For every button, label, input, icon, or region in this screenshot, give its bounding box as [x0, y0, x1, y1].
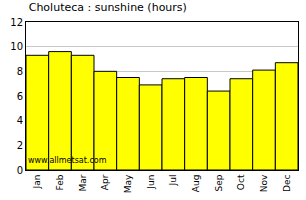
svg-text:Mar: Mar	[78, 174, 88, 191]
svg-text:www.allmetsat.com: www.allmetsat.com	[28, 156, 107, 165]
svg-text:Nov: Nov	[259, 174, 269, 192]
svg-text:Jul: Jul	[168, 175, 178, 187]
svg-text:10: 10	[10, 41, 23, 52]
svg-text:Dec: Dec	[282, 175, 292, 192]
svg-text:Choluteca : sunshine (hours): Choluteca : sunshine (hours)	[29, 1, 187, 14]
svg-text:12: 12	[10, 17, 23, 28]
svg-text:2: 2	[17, 140, 23, 151]
svg-text:Jun: Jun	[146, 175, 156, 190]
svg-text:Jan: Jan	[32, 175, 42, 190]
svg-text:0: 0	[17, 165, 23, 176]
svg-text:May: May	[123, 174, 133, 193]
svg-text:8: 8	[17, 66, 23, 77]
svg-text:4: 4	[17, 115, 23, 126]
svg-text:Feb: Feb	[55, 174, 65, 190]
svg-text:Oct: Oct	[236, 174, 246, 190]
svg-text:Aug: Aug	[191, 175, 201, 193]
svg-text:Sep: Sep	[214, 174, 224, 191]
svg-text:6: 6	[17, 91, 23, 102]
svg-text:Apr: Apr	[100, 174, 110, 190]
